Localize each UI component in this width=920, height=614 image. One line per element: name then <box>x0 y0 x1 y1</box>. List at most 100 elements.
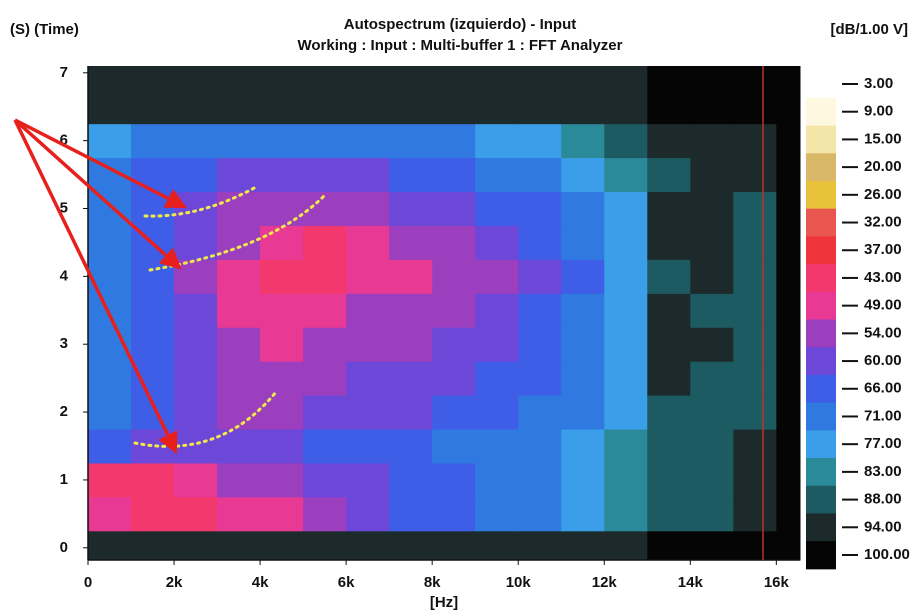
heatmap-cell <box>647 361 691 396</box>
heatmap-cell <box>518 123 562 159</box>
heatmap-cell <box>647 327 691 362</box>
heatmap-cell <box>475 361 519 396</box>
y-tick-label: 5 <box>60 199 68 216</box>
heatmap-cell <box>174 191 218 226</box>
heatmap-cell <box>432 157 476 193</box>
heatmap-cell <box>475 395 519 430</box>
heatmap-cell <box>88 395 132 430</box>
heatmap-cell <box>647 191 691 226</box>
heatmap-cell <box>604 293 648 328</box>
heatmap-cell <box>733 361 777 396</box>
heatmap-cell <box>217 462 261 498</box>
colorbar-swatch <box>806 319 836 348</box>
heatmap-cell <box>561 89 605 125</box>
heatmap-cell <box>432 259 476 294</box>
heatmap-cell <box>432 496 476 532</box>
heatmap-cell <box>518 225 562 260</box>
heatmap-cell <box>561 395 605 430</box>
heatmap-cell <box>561 327 605 362</box>
colorbar-tick-label: 100.00 <box>864 546 910 563</box>
heatmap-cell <box>346 429 390 464</box>
heatmap-cell <box>174 225 218 260</box>
heatmap-cell <box>432 66 476 91</box>
heatmap-cell <box>389 66 433 91</box>
heatmap-cell <box>776 225 801 260</box>
heatmap-cell <box>217 259 261 294</box>
heatmap-cell <box>776 327 801 362</box>
heatmap-cell <box>260 259 304 294</box>
heatmap-cell <box>647 123 691 159</box>
heatmap-cell <box>776 395 801 430</box>
heatmap-cell <box>303 225 347 260</box>
heatmap-cell <box>475 293 519 328</box>
heatmap-cell <box>389 191 433 226</box>
heatmap-cell <box>346 496 390 532</box>
colorbar-tick-label: 60.00 <box>864 352 902 369</box>
heatmap-cell <box>88 462 132 498</box>
heatmap-cell <box>260 293 304 328</box>
colorbar-swatch <box>806 458 836 487</box>
heatmap-cell <box>88 496 132 532</box>
heatmap-cell <box>690 225 734 260</box>
heatmap-cell <box>733 462 777 498</box>
heatmap-cell <box>518 89 562 125</box>
heatmap-cell <box>131 462 175 498</box>
colorbar-swatch <box>806 291 836 320</box>
colorbar-swatch <box>806 125 836 154</box>
heatmap-cell <box>88 66 132 91</box>
heatmap-cell <box>432 293 476 328</box>
heatmap-cell <box>389 327 433 362</box>
heatmap-cell <box>604 395 648 430</box>
x-tick-label: 6k <box>338 574 355 591</box>
heatmap-cell <box>561 462 605 498</box>
heatmap-cell <box>518 157 562 193</box>
heatmap-cell <box>217 496 261 532</box>
heatmap-cell <box>475 530 519 561</box>
heatmap-cell <box>604 429 648 464</box>
heatmap-cell <box>346 66 390 91</box>
heatmap-cell <box>518 429 562 464</box>
y-tick-label: 3 <box>60 335 68 352</box>
heatmap-cell <box>389 361 433 396</box>
colorbar-tick-label: 3.00 <box>864 75 893 92</box>
heatmap-cell <box>303 259 347 294</box>
colorbar-swatch <box>806 70 836 99</box>
heatmap-cell <box>733 157 777 193</box>
heatmap-cell <box>174 462 218 498</box>
heatmap-cell <box>303 429 347 464</box>
heatmap-cell <box>432 361 476 396</box>
heatmap-cell <box>389 462 433 498</box>
heatmap-cell <box>131 293 175 328</box>
heatmap-cell <box>647 157 691 193</box>
x-tick-label: 12k <box>592 574 618 591</box>
heatmap-cell <box>776 462 801 498</box>
heatmap-cell <box>518 361 562 396</box>
heatmap-cell <box>604 327 648 362</box>
heatmap-cell <box>690 259 734 294</box>
heatmap-cell <box>733 530 777 561</box>
heatmap-cell <box>432 191 476 226</box>
heatmap-cell <box>260 89 304 125</box>
heatmap-cell <box>733 429 777 464</box>
heatmap-cell <box>217 123 261 159</box>
arrow <box>13 118 182 270</box>
heatmap-cell <box>260 462 304 498</box>
arrow <box>14 118 187 209</box>
heatmap-cell <box>174 66 218 91</box>
heatmap-cell <box>733 327 777 362</box>
colorbar-tick-label: 20.00 <box>864 158 902 175</box>
heatmap-cell <box>346 293 390 328</box>
x-tick-label: 4k <box>252 574 269 591</box>
heatmap-cell <box>518 259 562 294</box>
colorbar-swatch <box>806 402 836 431</box>
chart-subtitle: Working : Input : Multi-buffer 1 : FFT A… <box>298 37 623 54</box>
colorbar-swatch <box>806 236 836 265</box>
heatmap-cell <box>389 395 433 430</box>
colorbar-swatch <box>806 485 836 514</box>
heatmap-cell <box>131 89 175 125</box>
heatmap-cell <box>604 361 648 396</box>
colorbar-tick-label: 15.00 <box>864 130 902 147</box>
colorbar-tick-label: 94.00 <box>864 518 902 535</box>
heatmap-cell <box>475 123 519 159</box>
